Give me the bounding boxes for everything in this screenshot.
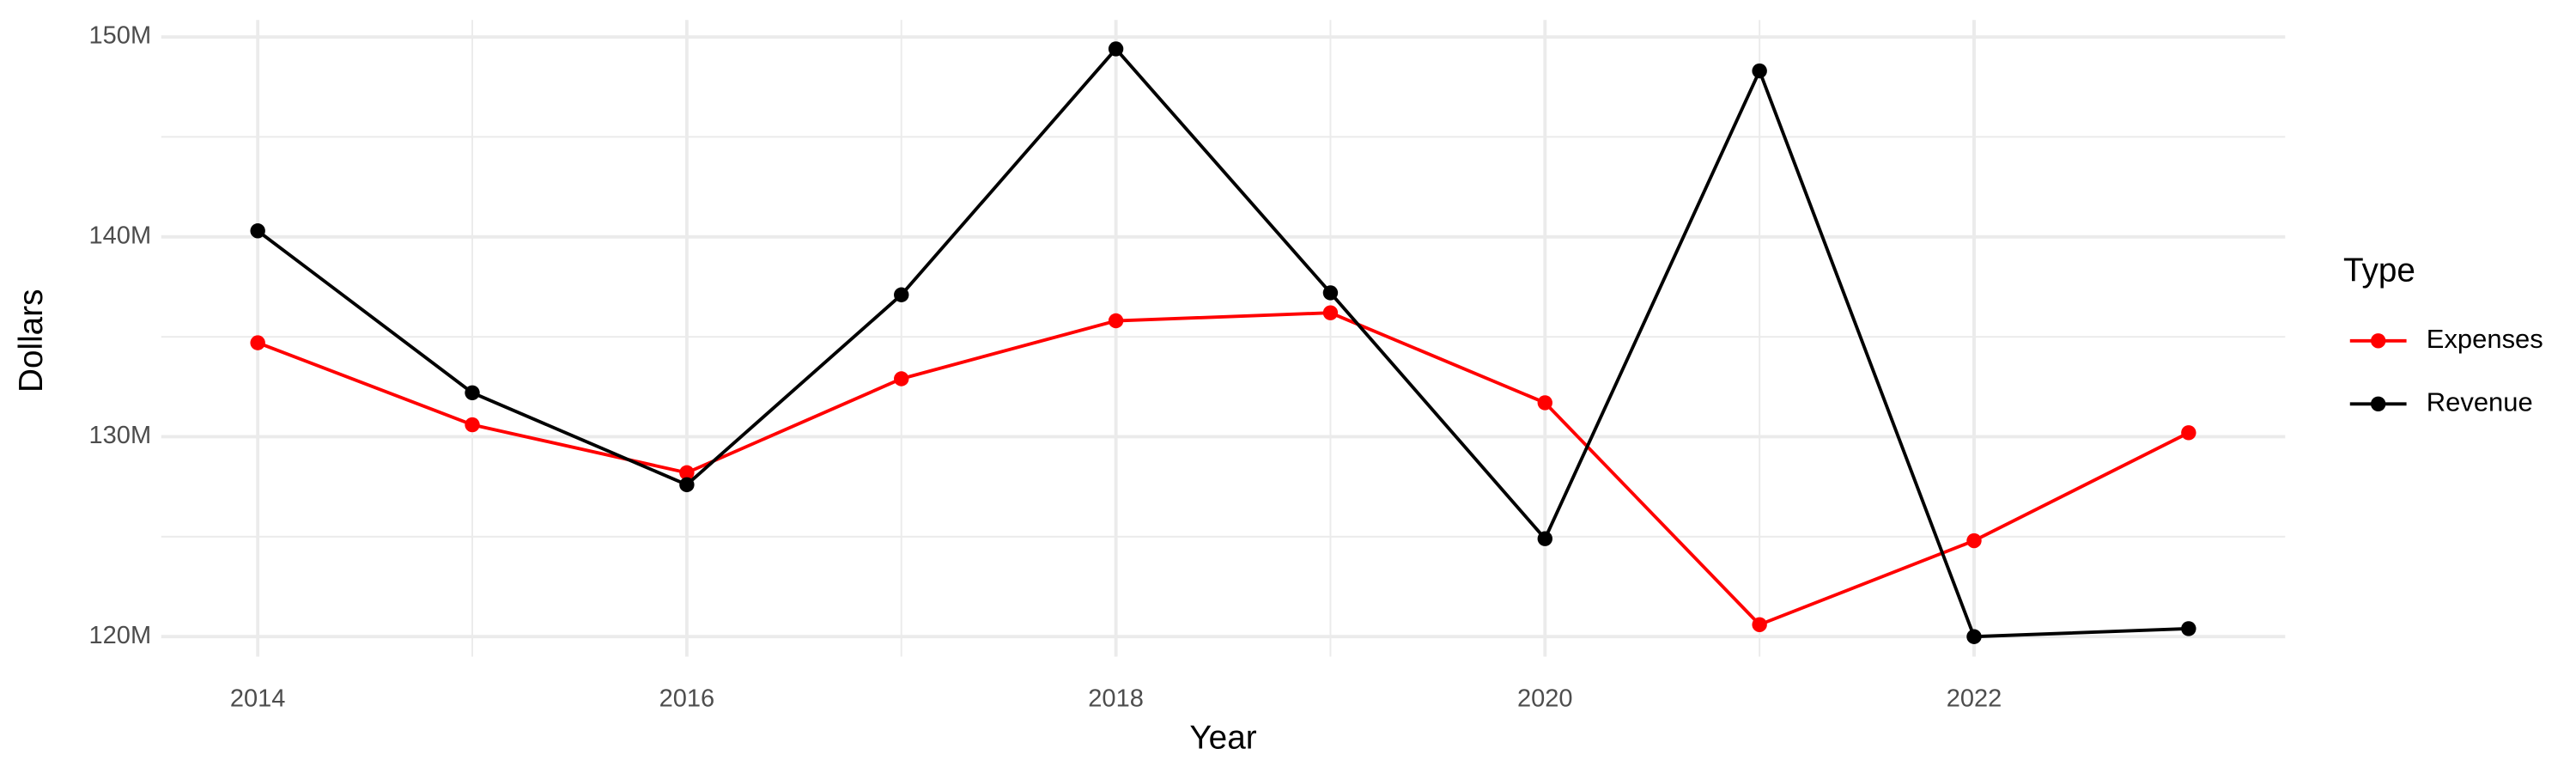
legend-marker [2370,396,2386,412]
legend-marker [2370,333,2386,349]
data-point [1752,617,1767,632]
series-line [257,46,2189,639]
data-point [1537,395,1553,411]
data-point [1537,531,1553,546]
x-axis-title: Year [1189,720,1256,757]
x-tick-label: 2018 [1088,685,1144,713]
y-tick-label: 120M [89,622,152,649]
x-tick-label: 2014 [230,685,286,713]
series-line [257,311,2190,627]
data-point [1966,533,1982,549]
data-point [1752,63,1767,79]
data-point [894,371,909,386]
x-tick-label: 2020 [1517,685,1573,713]
legend-label: Revenue [2427,386,2533,417]
y-tick-label: 130M [89,422,152,449]
data-point [1966,629,1982,644]
data-point [894,287,909,302]
legend-title: Type [2343,253,2415,289]
data-point [1322,305,1339,320]
data-point [1108,313,1124,329]
data-point [250,223,265,239]
y-tick-label: 150M [89,22,152,50]
legend-label: Expenses [2427,324,2543,354]
x-tick-label: 2016 [659,685,715,713]
x-tick-label: 2022 [1947,685,2002,713]
data-point [679,465,695,481]
data-point [2181,621,2196,636]
data-point [679,477,695,493]
data-point [250,335,265,350]
data-point [465,385,480,401]
y-tick-label: 140M [89,222,152,249]
data-point [1322,285,1339,301]
data-point [1108,41,1124,57]
data-point [2181,425,2196,441]
y-axis-title: Dollars [13,289,50,393]
data-point [465,417,480,433]
